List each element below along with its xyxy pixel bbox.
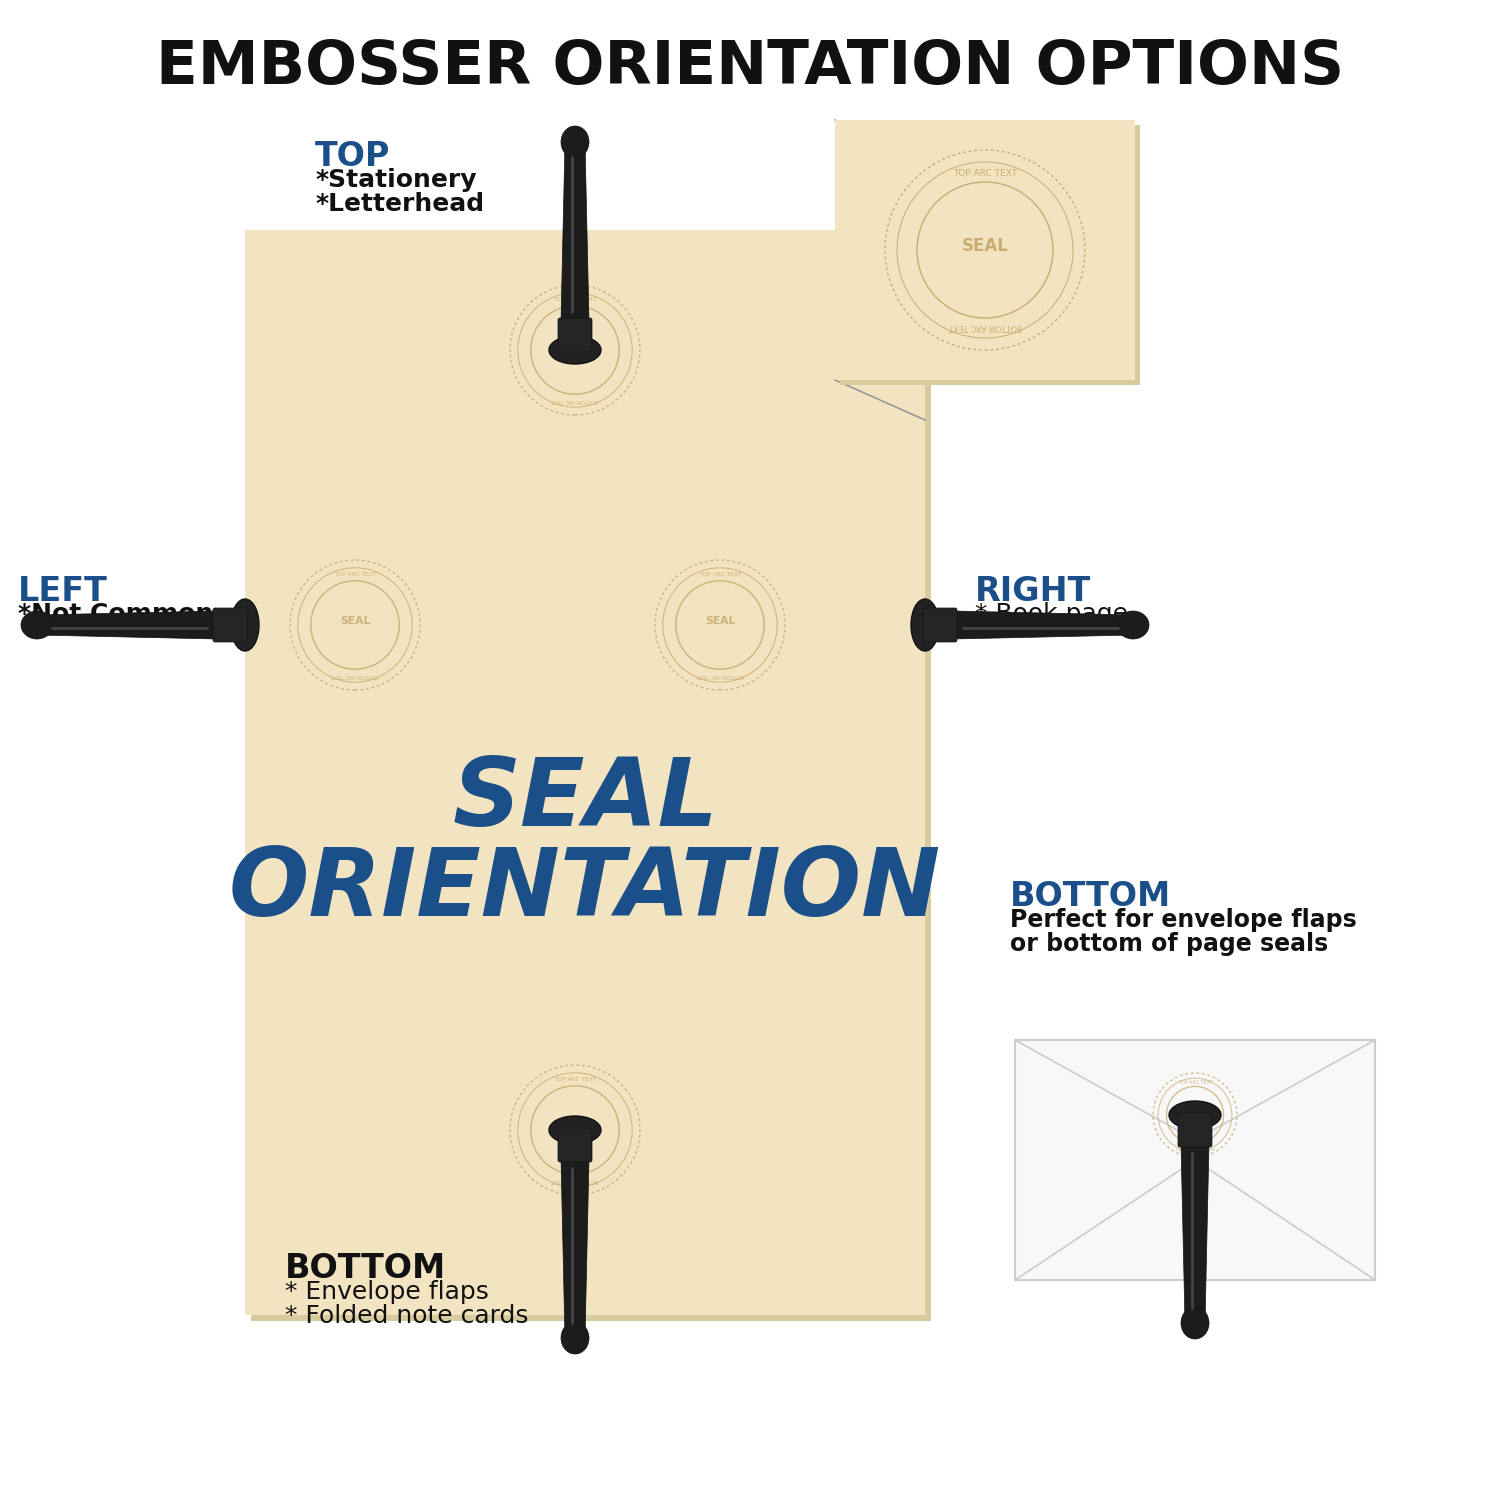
Text: SEAL: SEAL [560,340,590,351]
Text: Perfect for envelope flaps: Perfect for envelope flaps [1010,908,1356,932]
Text: BOTTOM ARC TEXT: BOTTOM ARC TEXT [1176,1146,1215,1149]
Polygon shape [561,1158,590,1338]
Bar [840,124,1140,386]
Text: BOTTOM: BOTTOM [1010,880,1172,914]
Text: *Letterhead: *Letterhead [315,192,484,216]
Text: TOP ARC TEXT: TOP ARC TEXT [554,1077,596,1083]
Ellipse shape [549,336,602,364]
FancyBboxPatch shape [558,1128,592,1162]
Ellipse shape [1180,1306,1209,1340]
Polygon shape [561,142,590,322]
Text: SEAL: SEAL [705,616,735,626]
Text: BOTTOM ARC TEXT: BOTTOM ARC TEXT [332,672,378,678]
Text: TOP ARC TEXT: TOP ARC TEXT [334,573,376,578]
FancyBboxPatch shape [1178,1113,1212,1148]
Ellipse shape [1118,610,1149,639]
Text: * Envelope flaps: * Envelope flaps [285,1280,489,1304]
Polygon shape [1180,1143,1209,1323]
Text: RIGHT: RIGHT [975,574,1090,608]
Text: BOTTOM ARC TEXT: BOTTOM ARC TEXT [552,398,598,402]
Bar [244,230,925,1316]
Text: EMBOSSER ORIENTATION OPTIONS: EMBOSSER ORIENTATION OPTIONS [156,38,1344,98]
Ellipse shape [1168,1101,1221,1130]
FancyBboxPatch shape [922,608,957,642]
Bar [1016,1040,1376,1280]
Text: TOP: TOP [315,140,390,172]
Text: BOTTOM: BOTTOM [285,1252,447,1286]
Text: TOP ARC TEXT: TOP ARC TEXT [554,297,596,303]
Ellipse shape [910,598,939,651]
Polygon shape [952,610,1132,639]
Ellipse shape [231,598,260,651]
Bar [836,120,1136,380]
Text: ORIENTATION: ORIENTATION [230,844,940,936]
Bar [251,236,931,1322]
Text: * Book page: * Book page [975,602,1128,625]
Text: BOTTOM ARC TEXT: BOTTOM ARC TEXT [948,322,1022,332]
Text: SEAL: SEAL [962,237,1008,255]
Text: BOTTOM ARC TEXT: BOTTOM ARC TEXT [552,1178,598,1182]
Ellipse shape [561,1322,590,1354]
Text: *Not Common: *Not Common [18,602,213,625]
Ellipse shape [561,126,590,158]
Text: LEFT: LEFT [18,574,108,608]
FancyBboxPatch shape [213,608,248,642]
Text: * Folded note cards: * Folded note cards [285,1304,528,1328]
Text: BOTTOM ARC TEXT: BOTTOM ARC TEXT [696,672,744,678]
Text: SEAL: SEAL [560,1120,590,1131]
FancyBboxPatch shape [558,318,592,352]
Text: or bottom of page seals: or bottom of page seals [1010,932,1329,956]
Text: SEAL: SEAL [340,616,370,626]
Ellipse shape [549,1116,602,1144]
Ellipse shape [21,610,53,639]
Text: TOP ARC TEXT: TOP ARC TEXT [699,573,741,578]
Polygon shape [38,610,218,639]
Text: *Stationery: *Stationery [315,168,477,192]
Text: SEAL: SEAL [1185,1108,1204,1114]
Text: TOP ARC TEXT: TOP ARC TEXT [1178,1080,1212,1084]
Text: SEAL: SEAL [452,754,718,846]
Text: TOP ARC TEXT: TOP ARC TEXT [952,168,1017,177]
